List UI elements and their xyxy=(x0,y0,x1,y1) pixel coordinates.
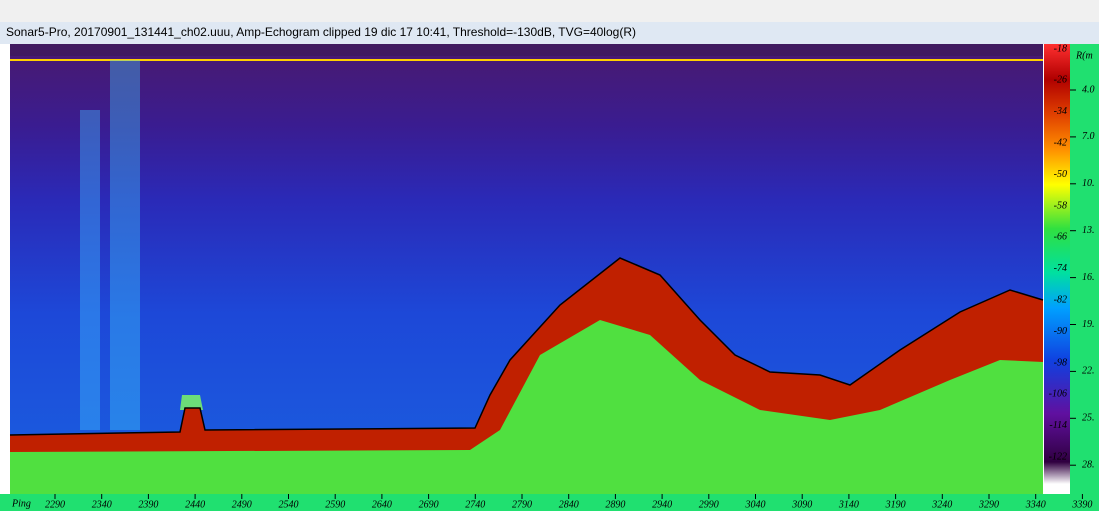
range-label: 10. xyxy=(1082,178,1095,189)
ping-label: 2490 xyxy=(232,499,252,510)
ping-label: 2290 xyxy=(45,499,65,510)
ping-label: 2840 xyxy=(559,499,579,510)
range-label: 13. xyxy=(1082,225,1095,236)
ping-label: 2390 xyxy=(138,499,158,510)
ping-label: 2990 xyxy=(699,499,719,510)
ping-axis-title: Ping xyxy=(11,498,31,509)
colorbar-label: -26 xyxy=(1054,75,1067,86)
ping-label: 3290 xyxy=(978,499,999,510)
bottom-line xyxy=(9,257,1044,436)
range-label: 25. xyxy=(1082,413,1095,424)
sub-bottom xyxy=(10,320,1043,494)
ping-label: 3340 xyxy=(1025,499,1046,510)
window-frame xyxy=(0,0,1099,22)
range-label: 19. xyxy=(1082,319,1095,330)
ping-label: 2440 xyxy=(185,499,205,510)
ping-label: 3090 xyxy=(791,499,812,510)
range-label: 28. xyxy=(1082,459,1095,470)
colorbar-label: -82 xyxy=(1054,294,1067,305)
surface-noise xyxy=(10,44,1043,56)
range-label: 4.0 xyxy=(1082,84,1095,95)
ping-label: 3390 xyxy=(1071,499,1092,510)
ping-label: 2790 xyxy=(512,499,532,510)
color-bar xyxy=(1044,44,1070,484)
colorbar-label: -106 xyxy=(1049,389,1067,400)
title-bar xyxy=(0,22,1099,44)
ping-label: 2690 xyxy=(419,499,439,510)
ping-label: 2340 xyxy=(92,499,112,510)
ping-label: 2590 xyxy=(325,499,345,510)
colorbar-label: -42 xyxy=(1054,137,1067,148)
ping-label: 3140 xyxy=(838,499,859,510)
colorbar-label: -74 xyxy=(1054,263,1067,274)
colorbar-label: -34 xyxy=(1054,106,1067,117)
colorbar-label: -58 xyxy=(1054,200,1067,211)
colorbar-label: -18 xyxy=(1054,43,1067,54)
ping-label: 3040 xyxy=(745,499,766,510)
colorbar-label: -90 xyxy=(1054,326,1067,337)
ping-label: 3240 xyxy=(931,499,952,510)
ping-label: 2640 xyxy=(372,499,392,510)
colorbar-label: -50 xyxy=(1054,169,1067,180)
ping-label: 3190 xyxy=(885,499,906,510)
colorbar-label: -122 xyxy=(1049,451,1067,462)
ping-label: 2540 xyxy=(279,499,299,510)
range-label: 7.0 xyxy=(1082,131,1095,142)
fish-schools xyxy=(80,60,203,430)
colorbar-label: -66 xyxy=(1054,232,1067,243)
range-label: 22. xyxy=(1082,366,1095,377)
ping-label: 2890 xyxy=(605,499,625,510)
ping-label: 2940 xyxy=(652,499,672,510)
colorbar-label: -114 xyxy=(1049,420,1067,431)
ping-label: 2740 xyxy=(465,499,485,510)
range-axis-title: R(m xyxy=(1075,50,1093,61)
window-title: Sonar5-Pro, 20170901_131441_ch02.uuu, Am… xyxy=(6,25,636,39)
range-label: 16. xyxy=(1082,272,1095,283)
range-axis xyxy=(1070,44,1099,494)
colorbar-label: -98 xyxy=(1054,357,1067,368)
ping-axis xyxy=(0,494,1099,511)
